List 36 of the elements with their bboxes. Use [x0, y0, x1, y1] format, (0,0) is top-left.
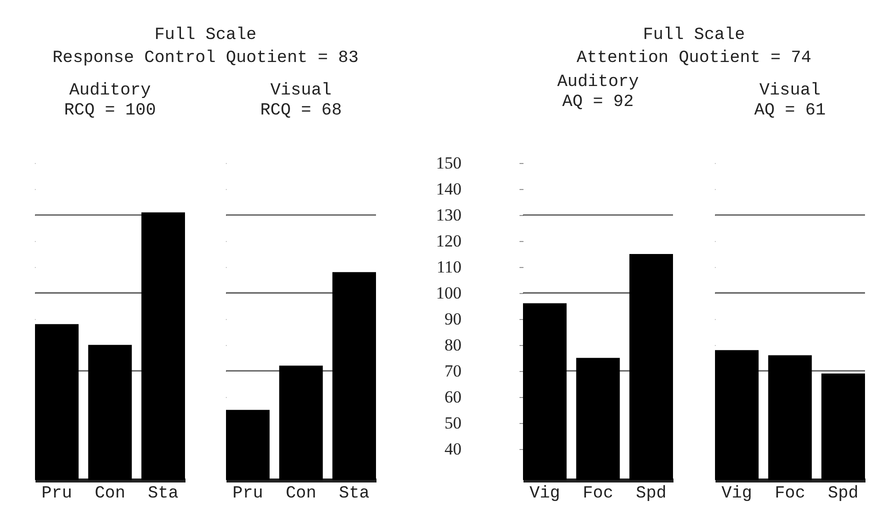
- x-tick-label: Sta: [338, 484, 370, 504]
- x-tick-label: Foc: [774, 484, 806, 504]
- y-tick-label: 60: [444, 387, 462, 406]
- x-tick-label: Vig: [530, 484, 560, 504]
- x-tick-label: Con: [94, 484, 126, 504]
- x-tick-label: Pru: [42, 484, 72, 504]
- y-tick-label: 70: [444, 361, 462, 380]
- x-tick-label: Spd: [828, 484, 858, 504]
- chart-title: Visual: [759, 82, 821, 100]
- text: Full Scale: [642, 25, 746, 47]
- y-tick-label: 40: [444, 439, 462, 458]
- y-tick-label: 80: [444, 335, 462, 354]
- chart-subtitle: AQ = 92: [562, 93, 634, 112]
- x-tick-label: Pru: [232, 484, 264, 504]
- chart-subtitle: RCQ = 68: [260, 102, 342, 120]
- y-tick-label: 90: [444, 309, 462, 328]
- chart-subtitle: AQ = 61: [754, 102, 826, 120]
- y-tick-label: 50: [444, 413, 462, 432]
- x-tick-label: Spd: [636, 484, 666, 504]
- y-tick-label: 130: [436, 205, 462, 224]
- y-tick-label: 100: [436, 283, 462, 302]
- chart-subtitle: RCQ = 100: [64, 102, 156, 120]
- y-tick-label: 110: [436, 257, 462, 276]
- y-tick-label: 150: [436, 154, 462, 172]
- chart-title: Auditory: [69, 82, 151, 100]
- text: Full Scale: [153, 25, 258, 47]
- chart-title: Visual: [270, 82, 332, 100]
- x-tick-label: Con: [286, 484, 316, 504]
- text: Attention Quotient = 74: [576, 48, 812, 70]
- x-tick-label: Vig: [722, 484, 752, 504]
- chart-title: Auditory: [557, 73, 639, 92]
- y-tick-label: 140: [436, 179, 462, 198]
- text: Response Control Quotient = 83: [51, 48, 360, 70]
- x-tick-label: Foc: [582, 484, 614, 504]
- y-tick-label: 120: [436, 231, 462, 250]
- x-tick-label: Sta: [148, 484, 178, 504]
